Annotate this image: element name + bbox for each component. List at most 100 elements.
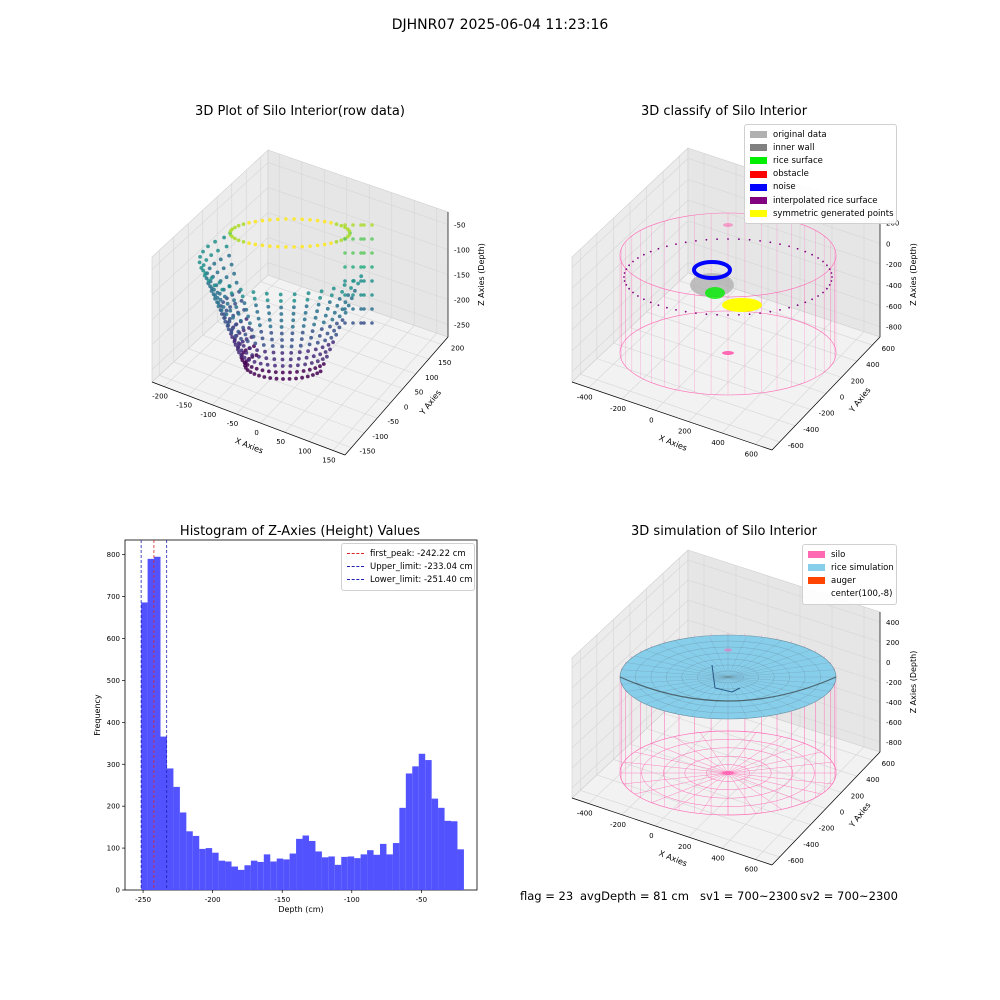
y-tick-label: 800 [107,551,120,559]
scatter-point [290,324,295,329]
scatter-point [317,334,322,338]
legend-label: center(100,-8) [831,589,893,600]
scatter-point [213,296,217,301]
scatter-point [232,271,237,276]
floor-gridline-y [173,361,365,434]
legend-label: rice simulation [831,562,894,573]
scatter-point [351,223,355,227]
scatter-point [312,322,316,327]
x-tick-label: -200 [610,405,626,413]
scatter-point [291,311,296,316]
scatter-point [280,357,285,362]
rice-mesh-spoke [626,662,729,678]
scatter-point [315,218,320,223]
scatter-point [321,320,326,325]
scatter-point [305,374,310,379]
scatter-point [218,297,223,302]
scatter-point [241,325,246,330]
scatter-point [268,244,272,248]
z-tick-label: 200 [886,639,899,647]
legend-entry: obstacle [750,168,891,181]
interpolated-point [716,313,718,316]
scatter-point [346,293,351,297]
z-tick-label: -800 [886,739,902,747]
interpolated-point [727,314,729,316]
rice-mesh-spoke [645,649,729,678]
scatter-point [223,319,228,324]
y-tick-label: 150 [438,359,451,367]
scatter-point [245,339,250,344]
x-tick-label: -100 [200,411,216,419]
scatter-point [347,229,352,233]
y-tick-label: 600 [882,760,895,768]
scatter-point [206,244,210,249]
scatter-point [207,266,212,271]
interpolated-point [675,243,677,245]
scatter-point [313,366,318,370]
silo-bottom-center [722,771,734,775]
rice-mesh-spoke [727,649,811,678]
legend-entry: silo [808,548,891,561]
scatter-point [217,280,222,285]
scatter-point [370,251,374,255]
scatter-point [221,266,226,271]
interpolated-point [705,313,708,316]
y-axis-line [771,336,881,451]
scatter-point [280,351,285,355]
scatter-point [216,301,221,305]
scatter-point [267,369,271,374]
histogram-bar [347,856,355,890]
y-tick-label: 200 [851,792,864,800]
rice-mesh-spoke [727,676,798,710]
scatter-point [253,341,258,346]
histogram-bar [192,835,200,890]
histogram-bar [425,760,432,890]
x-tick-label: -200 [205,896,221,904]
classify-3d-scatter: -400-2000200400600-600-400-2000200400600… [571,147,918,458]
rice-mesh-spoke [673,640,729,678]
status-footer: flag = 23 avgDepth = 81 cm sv1 = 700~230… [0,889,1000,905]
scatter-point [229,291,234,296]
scatter-point [339,238,344,243]
x-tick-label: 0 [649,416,653,424]
scatter-point [337,325,342,330]
z-tick-label: -100 [454,247,470,255]
histogram-bar [166,768,174,890]
z-tick-label: -600 [886,303,902,311]
histogram-bar [283,859,290,890]
y-tick-label: -150 [359,448,375,456]
scatter-point [212,261,217,266]
scatter-point [227,319,232,324]
interpolated-point [748,313,751,316]
scatter-point [328,347,332,352]
x-tick-label: -200 [610,821,626,829]
x-tick-label: 400 [711,854,724,862]
interpolated-point [649,301,652,304]
x-tick-label: -400 [577,394,593,402]
y-tick-label: 600 [882,345,895,353]
wall-gridline-z [151,237,449,345]
scatter-point [267,311,271,316]
y-axis-line [771,751,881,866]
scatter-point [268,324,273,329]
scatter-point [362,279,366,283]
scatter-point [295,370,299,374]
scatter-point [224,312,229,317]
scatter-point [292,305,296,310]
scatter-point [266,304,271,309]
silo-bottom-spoke [699,772,729,814]
silo-bottom-spoke [727,772,783,810]
scatter-point [251,290,256,294]
x-axis-line [571,797,773,866]
scatter-point [310,329,315,333]
scatter-point [261,343,266,347]
scatter-point [254,303,258,308]
interpolated-point [759,240,761,242]
silo-bottom-spoke [727,751,822,774]
scatter-point [305,297,310,302]
scatter-point [252,360,257,364]
scatter-point [226,323,231,328]
scatter-point [257,373,261,378]
scatter-point [203,271,208,276]
legend-entry: Upper_limit: -233.04 cm [347,560,473,573]
